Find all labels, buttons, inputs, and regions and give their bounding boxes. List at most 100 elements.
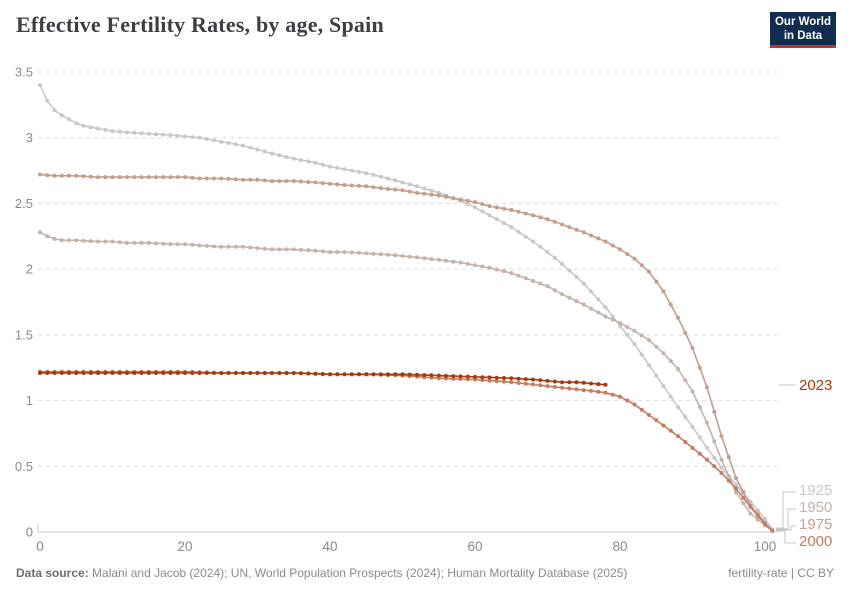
series-marker-2000 xyxy=(574,387,579,392)
series-marker-2023 xyxy=(523,377,528,382)
series-marker-1925 xyxy=(139,131,144,136)
series-marker-1975 xyxy=(161,175,166,180)
series-marker-1975 xyxy=(487,204,492,209)
series-marker-1925 xyxy=(516,229,521,234)
series-marker-2023 xyxy=(255,371,260,375)
series-marker-2000 xyxy=(581,388,586,393)
series-marker-1950 xyxy=(683,378,688,383)
series-marker-1925 xyxy=(386,176,390,181)
series-marker-1925 xyxy=(161,132,166,137)
series-label-2023[interactable]: 2023 xyxy=(799,377,833,394)
series-marker-1975 xyxy=(574,227,579,232)
series-marker-2023 xyxy=(197,371,202,375)
series-marker-1950 xyxy=(596,310,601,315)
series-line-1950[interactable] xyxy=(39,231,773,532)
series-marker-1975 xyxy=(400,188,405,193)
series-marker-1975 xyxy=(335,182,340,187)
series-marker-2000 xyxy=(748,505,753,509)
series-marker-2000 xyxy=(639,407,644,412)
series-marker-2023 xyxy=(342,372,347,377)
series-marker-2023 xyxy=(277,371,282,375)
series-marker-1975 xyxy=(618,247,622,252)
series-marker-1975 xyxy=(647,269,651,274)
series-marker-1950 xyxy=(335,250,340,255)
series-marker-1975 xyxy=(683,330,688,335)
data-source-label: Data source: xyxy=(16,566,89,580)
series-marker-1975 xyxy=(726,455,731,460)
series-marker-2000 xyxy=(705,457,709,462)
series-marker-2023 xyxy=(545,378,550,383)
series-marker-1975 xyxy=(88,174,93,179)
series-marker-1950 xyxy=(552,288,557,293)
series-marker-2023 xyxy=(400,372,405,377)
series-marker-1975 xyxy=(168,175,173,180)
series-marker-1925 xyxy=(299,158,303,163)
series-marker-1975 xyxy=(96,175,100,180)
series-1925[interactable] xyxy=(38,83,775,532)
series-marker-1925 xyxy=(755,508,760,513)
series-marker-1975 xyxy=(415,190,419,195)
series-marker-2023 xyxy=(429,373,434,378)
series-1950[interactable] xyxy=(38,230,775,533)
series-marker-1925 xyxy=(654,373,659,378)
series-line-1925[interactable] xyxy=(39,84,773,530)
series-marker-1925 xyxy=(683,415,688,419)
series-marker-1975 xyxy=(480,202,485,207)
series-marker-1950 xyxy=(299,247,303,252)
series-marker-1950 xyxy=(132,240,137,245)
owid-logo[interactable]: Our World in Data xyxy=(770,12,836,48)
series-marker-2000 xyxy=(683,440,688,444)
series-marker-1975 xyxy=(625,252,630,256)
series-label-1925[interactable]: 1925 xyxy=(799,482,833,499)
series-marker-1975 xyxy=(429,192,434,197)
series-marker-1925 xyxy=(255,147,260,152)
series-marker-2023 xyxy=(212,371,216,375)
series-marker-1950 xyxy=(589,306,593,311)
series-marker-2000 xyxy=(487,378,492,383)
series-marker-2023 xyxy=(357,372,361,377)
series-marker-1950 xyxy=(480,264,485,269)
series-marker-1975 xyxy=(139,175,144,180)
series-marker-2000 xyxy=(538,383,543,388)
y-tick-label: 2.5 xyxy=(15,196,33,211)
series-marker-1975 xyxy=(465,198,470,203)
series-marker-1950 xyxy=(81,238,86,243)
x-tick-label: 40 xyxy=(322,539,337,554)
series-marker-1975 xyxy=(52,173,57,178)
series-label-1975[interactable]: 1975 xyxy=(799,516,833,533)
chart-footer: Data source: Malani and Jacob (2024); UN… xyxy=(16,566,834,580)
series-marker-1975 xyxy=(444,194,448,199)
series-marker-1950 xyxy=(241,244,245,249)
series-marker-2000 xyxy=(741,495,746,500)
series-marker-1925 xyxy=(52,108,57,113)
series-marker-1925 xyxy=(117,129,122,134)
license-note[interactable]: fertility-rate | CC BY xyxy=(728,566,834,580)
series-marker-1950 xyxy=(226,244,231,249)
series-marker-2000 xyxy=(719,470,724,475)
series-marker-1925 xyxy=(407,182,412,187)
series-marker-2000 xyxy=(545,384,550,389)
series-marker-2023 xyxy=(81,371,86,375)
series-marker-2000 xyxy=(603,390,608,395)
series-line-2000[interactable] xyxy=(40,370,773,532)
series-marker-1925 xyxy=(125,130,129,135)
series-marker-1975 xyxy=(386,187,390,191)
series-marker-1975 xyxy=(299,179,303,184)
x-tick-label: 80 xyxy=(612,539,627,554)
series-marker-1975 xyxy=(610,243,615,248)
series-marker-2023 xyxy=(422,373,427,378)
series-marker-2023 xyxy=(45,371,50,375)
series-label-2000[interactable]: 2000 xyxy=(799,533,833,550)
series-marker-1950 xyxy=(705,420,709,425)
series-2000[interactable] xyxy=(38,369,775,533)
series-2023[interactable] xyxy=(38,371,608,387)
connector-1950 xyxy=(776,508,796,530)
series-marker-1925 xyxy=(603,305,608,310)
data-source[interactable]: Data source: Malani and Jacob (2024); UN… xyxy=(16,566,627,580)
series-marker-1975 xyxy=(364,184,369,189)
series-1975[interactable] xyxy=(38,172,775,533)
series-label-1950[interactable]: 1950 xyxy=(799,499,833,516)
series-marker-1975 xyxy=(502,206,506,211)
series-marker-1975 xyxy=(183,175,187,180)
series-marker-1950 xyxy=(88,239,93,244)
